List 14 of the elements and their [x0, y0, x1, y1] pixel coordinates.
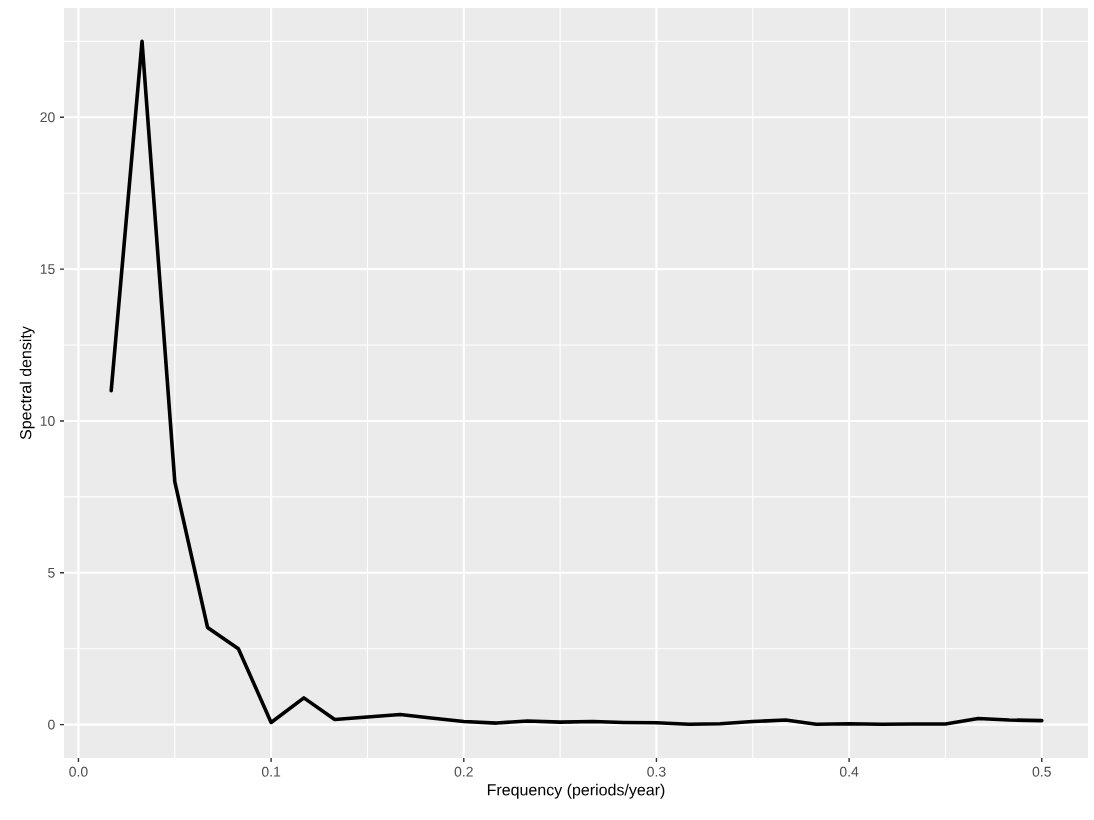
- y-tick-label: 15: [40, 264, 55, 275]
- x-tick-label: 0.0: [69, 766, 88, 777]
- x-tick-label: 0.5: [1032, 766, 1051, 777]
- y-tick-label: 20: [40, 112, 55, 123]
- x-tick-label: 0.4: [839, 766, 859, 777]
- x-axis-title: Frequency (periods/year): [487, 783, 665, 799]
- x-tick-label: 0.3: [647, 766, 666, 777]
- y-tick-label: 10: [40, 416, 55, 426]
- x-tick-label: 0.2: [454, 766, 473, 777]
- y-axis-title: Spectral density: [19, 326, 35, 440]
- y-tick-label: 5: [48, 567, 55, 578]
- x-tick-label: 0.1: [261, 766, 281, 777]
- y-tick-label: 0: [48, 719, 55, 730]
- line-series: [109, 39, 1044, 727]
